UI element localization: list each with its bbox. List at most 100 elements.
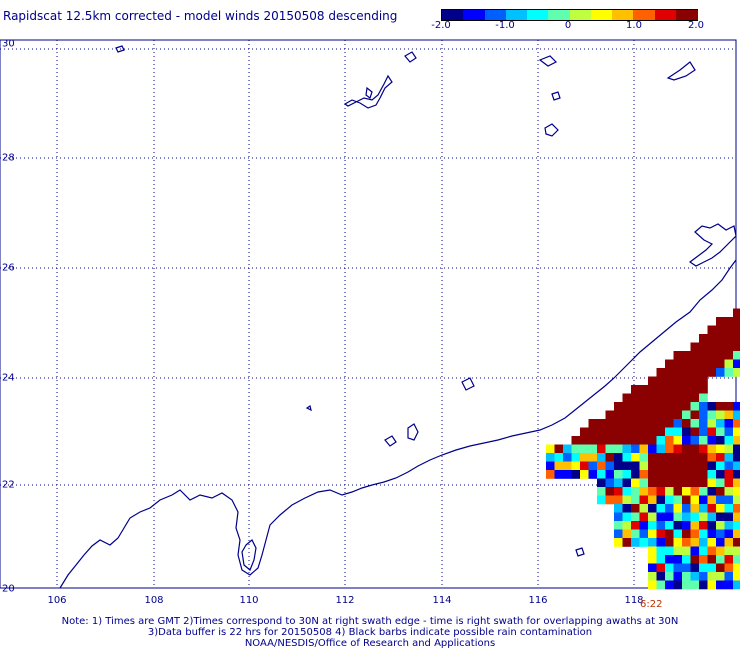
- wind-cell: [605, 495, 615, 505]
- wind-cell: [631, 461, 640, 471]
- wind-cell: [724, 334, 734, 343]
- lon-label-108: 108: [144, 595, 164, 606]
- wind-cell: [699, 546, 708, 556]
- wind-cell: [648, 461, 657, 471]
- wind-cell: [648, 478, 657, 488]
- wind-cell: [665, 393, 674, 403]
- wind-cell: [656, 385, 666, 394]
- wind-cell: [690, 495, 700, 505]
- wind-cell: [707, 368, 717, 377]
- wind-cell: [716, 461, 725, 471]
- wind-cell: [707, 461, 717, 471]
- wind-cell: [699, 359, 708, 369]
- wind-cell: [707, 504, 717, 513]
- wind-cell: [656, 436, 666, 445]
- wind-cell: [707, 470, 717, 479]
- wind-cell: [682, 351, 691, 360]
- wind-cell: [673, 427, 683, 437]
- wind-cell: [631, 410, 640, 420]
- wind-cell: [614, 427, 623, 437]
- wind-cell: [648, 572, 657, 581]
- wind-cell: [648, 521, 657, 530]
- wind-cell: [605, 419, 615, 428]
- wind-cell: [648, 453, 657, 462]
- wind-cell: [724, 444, 734, 454]
- wind-cell: [724, 453, 734, 462]
- wind-cell: [673, 368, 683, 377]
- wind-cell: [716, 436, 725, 445]
- wind-cell: [639, 385, 649, 394]
- wind-cell: [682, 504, 691, 513]
- wind-cell: [656, 402, 666, 411]
- wind-cell: [724, 368, 734, 377]
- wind-cell: [639, 478, 649, 488]
- wind-cell: [656, 538, 666, 547]
- lat-label-24: 24: [2, 372, 15, 384]
- wind-cell: [648, 410, 657, 420]
- wind-cell: [656, 470, 666, 479]
- wind-cell: [673, 453, 683, 462]
- wind-cell: [673, 436, 683, 445]
- wind-cell: [648, 427, 657, 437]
- colorbar-segment: [484, 10, 507, 20]
- wind-cell: [673, 410, 683, 420]
- chart-title: Rapidscat 12.5km corrected - model winds…: [3, 9, 398, 23]
- wind-cell: [733, 521, 740, 530]
- wind-cell: [656, 563, 666, 573]
- wind-cell: [673, 538, 683, 547]
- wind-cell: [631, 402, 640, 411]
- wind-cell: [622, 521, 632, 530]
- wind-cell: [699, 495, 708, 505]
- colorbar-label-min: -2.0: [431, 20, 451, 31]
- wind-cell: [699, 410, 708, 420]
- wind-cell: [724, 504, 734, 513]
- wind-cell: [622, 436, 632, 445]
- wind-cell: [597, 487, 606, 496]
- wind-cell: [665, 555, 674, 564]
- wind-cell: [614, 512, 623, 522]
- wind-cell: [622, 410, 632, 420]
- wind-cell: [622, 478, 632, 488]
- wind-cell: [707, 410, 717, 420]
- wind-cell: [699, 521, 708, 530]
- wind-cell: [614, 538, 623, 547]
- wind-cell: [639, 504, 649, 513]
- wind-cell: [724, 538, 734, 547]
- wind-cell: [716, 555, 725, 564]
- wind-cell: [724, 572, 734, 581]
- wind-cell: [665, 546, 674, 556]
- wind-cell: [682, 410, 691, 420]
- wind-cell: [682, 402, 691, 411]
- wind-cell: [707, 563, 717, 573]
- wind-cell: [682, 461, 691, 471]
- wind-cell: [656, 393, 666, 403]
- wind-cell: [554, 461, 564, 471]
- wind-cell: [682, 393, 691, 403]
- lon-label-106: 106: [47, 595, 67, 606]
- wind-cell: [588, 444, 598, 454]
- lon-label-116: 116: [528, 595, 548, 606]
- colorbar-segment: [505, 10, 528, 20]
- wind-cell: [716, 419, 725, 428]
- wind-cell: [733, 470, 740, 479]
- wind-cell: [690, 580, 700, 590]
- wind-cell: [733, 359, 740, 369]
- lon-label-118: 118: [624, 595, 644, 606]
- wind-cell: [707, 444, 717, 454]
- colorbar-label-neg1: -1.0: [495, 20, 515, 31]
- wind-cell: [699, 512, 708, 522]
- wind-cell: [690, 572, 700, 581]
- wind-cell: [724, 470, 734, 479]
- wind-cell: [699, 529, 708, 539]
- wind-cell: [699, 376, 708, 386]
- wind-cell: [665, 368, 674, 377]
- wind-cell: [597, 427, 606, 437]
- wind-cell: [631, 538, 640, 547]
- wind-cell: [656, 376, 666, 386]
- wind-cell: [682, 572, 691, 581]
- wind-cell: [614, 453, 623, 462]
- wind-cell: [707, 546, 717, 556]
- wind-cell: [665, 453, 674, 462]
- wind-cell: [546, 453, 555, 462]
- colorbar-segment: [569, 10, 592, 20]
